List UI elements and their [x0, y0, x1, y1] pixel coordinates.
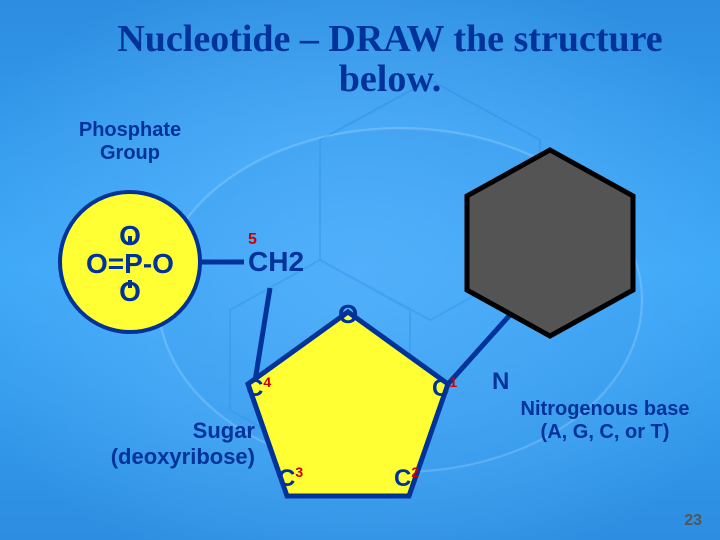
phosphate-formula: O O=P-O O — [70, 222, 190, 306]
ch2-5-label: 5 CH2 — [248, 232, 304, 276]
carbon-c3-label: C3 — [278, 464, 303, 493]
base-hexagon — [467, 150, 633, 336]
phosphate-p-bar-top — [128, 236, 132, 244]
phosphate-p-bar-bottom — [128, 280, 132, 288]
base-n-label: N — [492, 368, 509, 396]
carbon-c4-label: C4 — [246, 374, 271, 403]
base-description: Nitrogenous base (A, G, C, or T) — [495, 398, 715, 444]
sugar-oxygen-apex: O — [338, 299, 358, 330]
carbon-c1-label: C1 — [432, 374, 457, 403]
slide-number: 23 — [684, 512, 702, 530]
sugar-label: Sugar (deoxyribose) — [105, 418, 255, 470]
carbon-c2-label: C2 — [394, 464, 419, 493]
